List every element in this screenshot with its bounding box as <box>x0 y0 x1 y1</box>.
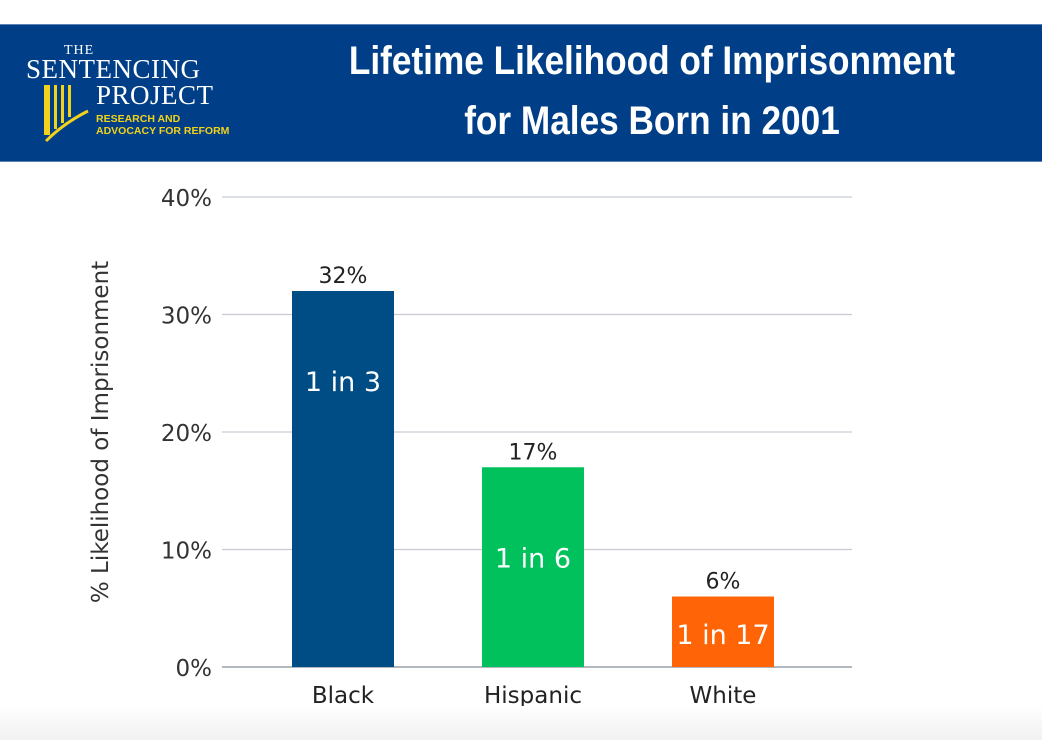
x-tick-label-black: Black <box>312 683 375 709</box>
title-line-1: Lifetime Likelihood of Imprisonment <box>348 39 956 83</box>
columns-icon <box>44 85 89 143</box>
logo-sentencing: SENTENCING <box>26 54 201 84</box>
value-label-hispanic: 17% <box>509 440 558 465</box>
inner-label-black: 1 in 3 <box>305 367 381 398</box>
logo-tagline-line2: ADVOCACY FOR REFORM <box>96 125 230 137</box>
y-tick-label: 0% <box>176 656 213 682</box>
sentencing-project-logo: THE SENTENCING PROJECT RESEARCH AND ADVO… <box>26 39 248 151</box>
x-tick-label-hispanic: Hispanic <box>484 683 582 709</box>
value-label-black: 32% <box>319 264 368 289</box>
chart-title: Lifetime Likelihood of Imprisonment for … <box>309 31 995 151</box>
y-tick-label: 20% <box>161 421 212 447</box>
header-banner: THE SENTENCING PROJECT RESEARCH AND ADVO… <box>0 24 1042 162</box>
title-line-2: for Males Born in 2001 <box>464 99 840 143</box>
bottom-fade <box>0 706 1042 740</box>
value-label-white: 6% <box>706 570 741 595</box>
bar-hispanic <box>482 467 584 667</box>
y-tick-label: 10% <box>161 539 212 565</box>
logo-tagline-line1: RESEARCH AND <box>96 113 181 125</box>
inner-label-hispanic: 1 in 6 <box>495 543 571 574</box>
logo-project: PROJECT <box>96 80 214 110</box>
bar-white <box>672 596 774 667</box>
top-margin <box>0 0 1042 24</box>
logo-the: THE <box>64 43 95 58</box>
bar-black <box>292 291 394 667</box>
inner-label-white: 1 in 17 <box>676 620 769 651</box>
y-tick-label: 40% <box>161 186 212 212</box>
y-axis-label: % Likelihood of Imprisonment <box>88 261 114 603</box>
y-tick-label: 30% <box>161 304 212 330</box>
x-tick-label-white: White <box>690 683 757 709</box>
